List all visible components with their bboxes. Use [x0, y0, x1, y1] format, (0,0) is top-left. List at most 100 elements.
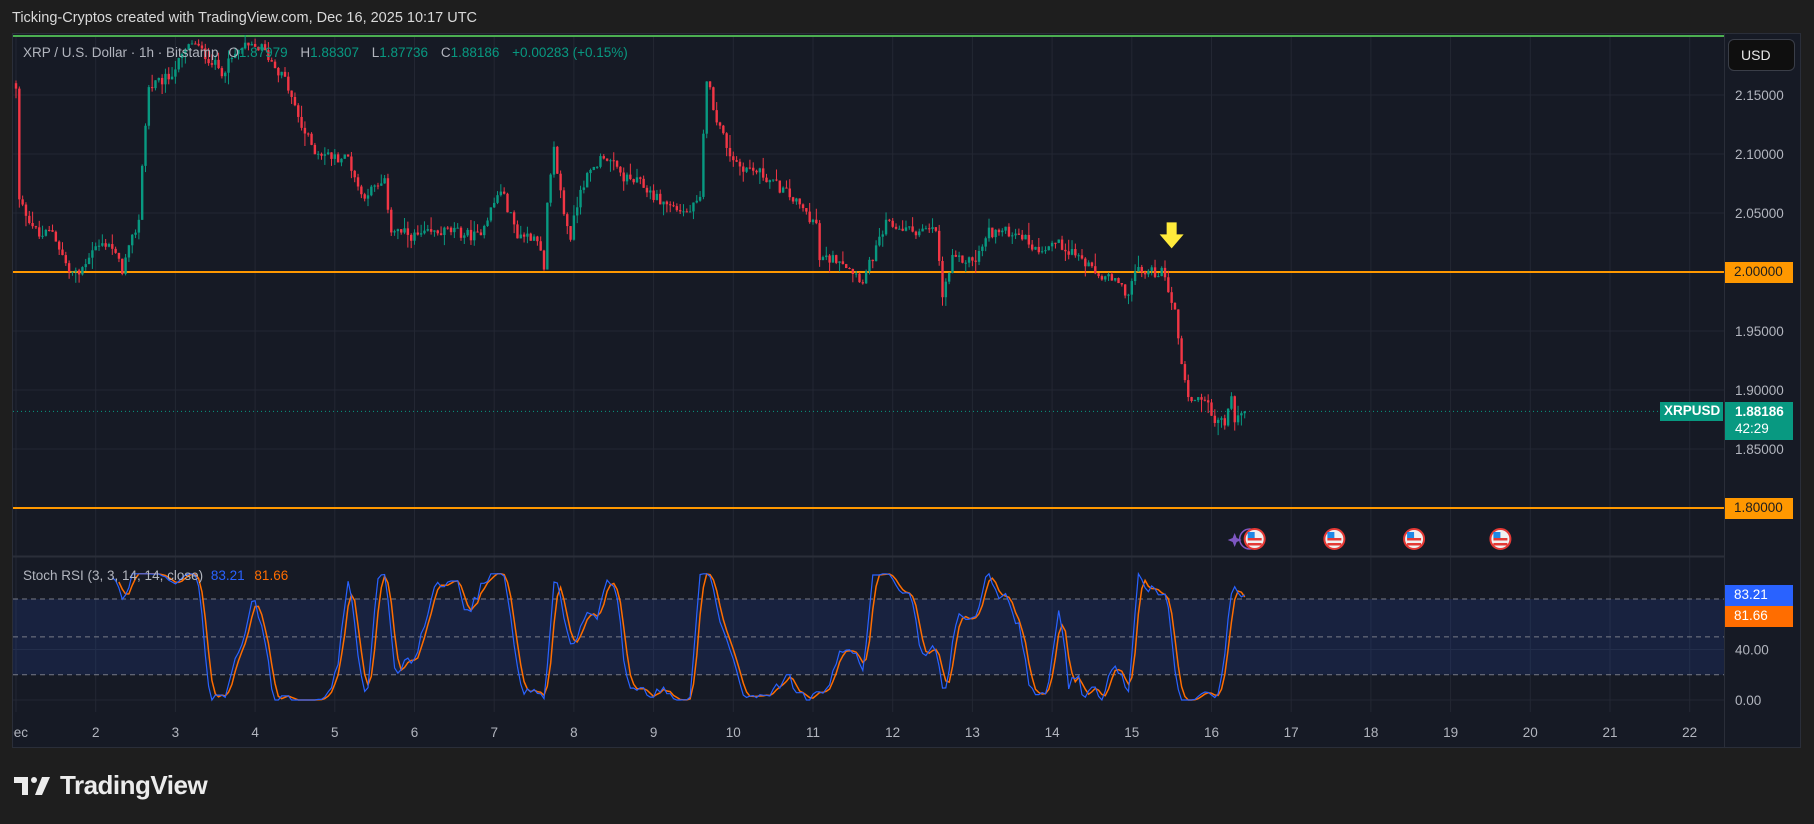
candle	[858, 272, 861, 283]
candle-body	[659, 193, 662, 205]
candle-body	[931, 227, 934, 229]
candle	[57, 240, 61, 256]
candle	[479, 229, 483, 236]
candle	[243, 35, 247, 50]
candle	[572, 205, 576, 241]
candle	[851, 268, 855, 283]
candle	[1137, 255, 1140, 272]
candle-body	[652, 190, 655, 200]
candle	[722, 124, 725, 135]
candle	[409, 233, 413, 249]
candle	[214, 55, 217, 70]
candle	[1004, 226, 1007, 234]
candle-body	[326, 152, 330, 155]
candle-body	[841, 261, 845, 265]
candle-body	[625, 174, 629, 182]
candle-body	[31, 223, 34, 227]
candle	[519, 225, 522, 239]
candle-body	[386, 178, 390, 210]
candle	[84, 258, 87, 271]
candle-body	[277, 67, 280, 76]
candle-body	[612, 160, 615, 162]
candle-body	[184, 49, 187, 54]
candle	[174, 60, 177, 84]
candle-body	[1107, 274, 1110, 277]
candle	[845, 263, 848, 269]
candle-body	[393, 231, 396, 233]
level-tag-2[interactable]: 2.00000	[1725, 262, 1793, 283]
candle	[386, 173, 390, 214]
candle-body	[443, 227, 446, 235]
candle	[1190, 396, 1193, 403]
flag-canton	[1327, 532, 1335, 538]
candle-body	[154, 80, 157, 89]
candle	[250, 41, 253, 46]
candle	[964, 260, 967, 273]
candle	[330, 152, 333, 166]
tradingview-logo[interactable]: TradingView	[14, 770, 208, 801]
candle-body	[180, 53, 184, 59]
candle	[599, 153, 602, 169]
candle-body	[712, 87, 715, 111]
candle-body	[1117, 278, 1120, 284]
horizontal-lines[interactable]	[13, 35, 1724, 509]
price-axis-label: 2.15000	[1735, 88, 1784, 103]
candle-body	[605, 158, 609, 161]
candle-body	[556, 146, 559, 174]
candle-body	[944, 281, 948, 298]
candle	[1143, 270, 1147, 279]
candle-body	[868, 259, 871, 272]
candle	[1070, 240, 1074, 256]
candle	[931, 218, 934, 233]
candle-body	[1057, 239, 1060, 243]
annotations	[1159, 222, 1512, 550]
candle	[1067, 239, 1070, 260]
candle	[874, 240, 878, 262]
candle	[326, 149, 330, 156]
currency-button[interactable]: USD	[1728, 39, 1795, 71]
candle	[24, 202, 28, 227]
candle	[463, 232, 466, 244]
candle-body	[785, 187, 788, 189]
candle	[801, 203, 805, 212]
candle-body	[928, 228, 931, 230]
candle-body	[941, 260, 944, 298]
candle-body	[250, 43, 253, 46]
flag-stripe	[1493, 543, 1508, 546]
candle-body	[951, 254, 954, 274]
candle	[48, 226, 51, 232]
candle	[41, 225, 44, 239]
candle-body	[788, 188, 791, 198]
candle-body	[619, 166, 622, 173]
candle	[121, 258, 124, 276]
level-tag-1-8[interactable]: 1.80000	[1725, 498, 1793, 519]
candle	[1133, 264, 1137, 285]
candle	[1233, 395, 1236, 431]
candle-body	[267, 50, 270, 61]
time-axis-label: 19	[1443, 725, 1458, 740]
candle-body	[433, 230, 436, 232]
candle-body	[257, 46, 260, 51]
candle-body	[662, 201, 665, 205]
candle	[459, 226, 463, 241]
candle	[957, 251, 961, 263]
candle-body	[1167, 277, 1170, 293]
candle	[1170, 286, 1173, 310]
candle	[1100, 274, 1104, 281]
candle-body	[1011, 235, 1014, 237]
candle	[1027, 222, 1031, 249]
candle-body	[655, 193, 659, 200]
indicator-name[interactable]: Stoch RSI (3, 3, 14, 14, close)	[23, 568, 204, 583]
candle-body	[1080, 255, 1084, 259]
candle-body	[649, 190, 652, 193]
candle	[695, 195, 698, 204]
candle-body	[194, 43, 197, 45]
candle-body	[908, 226, 911, 228]
symbol-title[interactable]: XRP / U.S. Dollar · 1h · Bitstamp	[23, 45, 219, 60]
candle-body	[898, 228, 901, 230]
candle	[273, 59, 277, 69]
candle-body	[1004, 226, 1007, 231]
candle-body	[1050, 242, 1054, 247]
candle	[821, 255, 825, 261]
